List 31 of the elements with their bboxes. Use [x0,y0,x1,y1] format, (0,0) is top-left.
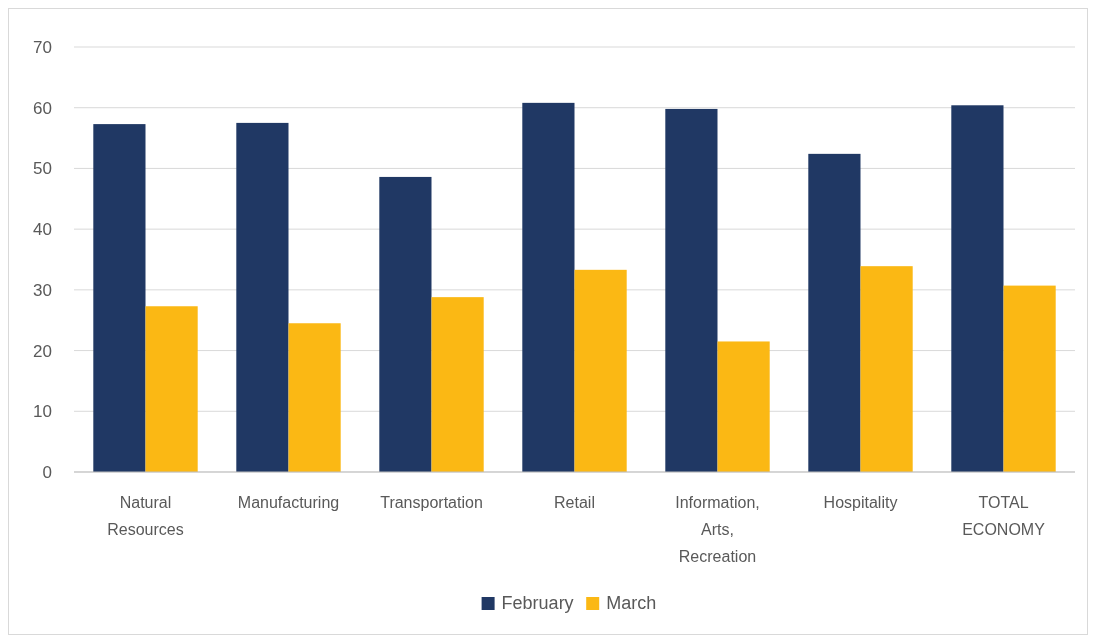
y-tick-label: 0 [42,462,52,482]
x-tick-label: Transportation [380,494,483,511]
legend-label: March [606,593,657,613]
y-tick-label: 60 [33,98,52,118]
bar [951,105,1004,472]
bar [93,124,146,472]
x-tick-label: TOTAL ECONOMY [962,494,1046,538]
x-tick-label: Hospitality [823,494,898,511]
bar [808,153,861,472]
y-tick-label: 10 [33,402,52,422]
y-tick-label: 50 [33,159,52,179]
bar [145,306,198,472]
x-tick-label: Natural Resources [107,494,184,538]
x-tick-label: Manufacturing [237,494,340,511]
bar [665,108,718,472]
y-tick-label: 30 [33,280,52,300]
x-tick-label: Retail [554,494,595,511]
bar [574,269,627,472]
bar [860,266,913,472]
bar [379,176,432,472]
bar [288,323,341,472]
bar [236,122,289,472]
y-tick-label: 20 [33,341,52,361]
bar [522,102,575,472]
x-tick-label: Information, Arts, Recreation [675,494,760,565]
bar [1003,285,1056,472]
y-tick-label: 70 [33,37,52,57]
bar [717,341,770,472]
bar [431,297,484,472]
y-tick-label: 40 [33,220,52,240]
legend-label: February [501,593,574,613]
